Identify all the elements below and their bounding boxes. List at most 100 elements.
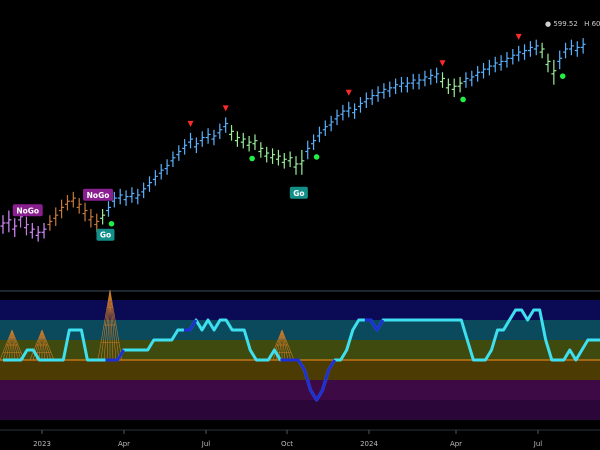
price-bar <box>322 120 328 136</box>
price-bar <box>129 187 135 203</box>
price-bar <box>70 191 76 208</box>
price-bar <box>463 72 469 88</box>
x-tick-label: Oct <box>281 440 293 448</box>
price-bar <box>141 182 147 199</box>
oscillator-band <box>0 380 600 400</box>
price-bar <box>270 148 276 164</box>
orange-pattern <box>269 329 295 361</box>
oscillator-band <box>0 360 600 380</box>
oscillator-line-dark <box>364 318 385 332</box>
price-bar <box>246 135 252 152</box>
x-tick-label: 2023 <box>33 440 51 448</box>
oscillator-panel <box>0 289 600 420</box>
nogo-badge: NoGo <box>12 204 43 217</box>
price-label-1: 599.52 <box>553 20 578 28</box>
price-bar <box>580 38 586 54</box>
oscillator-line-dark <box>183 319 198 332</box>
price-bar <box>193 137 199 154</box>
price-bar <box>486 59 492 76</box>
price-bar <box>557 50 563 70</box>
price-bar <box>199 131 205 147</box>
price-bar <box>340 104 346 121</box>
price-bar <box>147 176 152 192</box>
price-bar <box>305 140 311 160</box>
price-bar <box>369 89 375 105</box>
price-bar <box>12 218 18 237</box>
price-bar <box>264 146 270 163</box>
price-bar <box>35 226 41 242</box>
price-bar <box>223 117 229 133</box>
x-tick-label: 2024 <box>360 440 378 448</box>
price-bar <box>551 59 557 85</box>
readout-dot-icon: ● <box>545 20 552 28</box>
red-triangle-marker <box>222 105 229 112</box>
go-badge-text: Go <box>100 231 111 240</box>
price-label-2: 600.8 <box>591 20 600 28</box>
price-bar <box>428 69 434 85</box>
price-bar <box>434 67 440 84</box>
price-bar <box>240 132 246 149</box>
price-bar <box>527 41 533 57</box>
price-bar <box>568 39 574 56</box>
price-bar <box>0 215 6 234</box>
price-bar <box>100 208 106 225</box>
price-bar <box>481 62 487 79</box>
price-bar <box>510 48 516 65</box>
price-bar <box>287 151 293 168</box>
price-bar <box>498 55 504 71</box>
oscillator-band <box>0 320 600 340</box>
green-dot-marker <box>313 154 320 160</box>
price-bar <box>451 78 457 98</box>
price-bar <box>334 109 340 126</box>
price-bar <box>410 73 416 90</box>
x-axis: 2023 Apr Jul Oct 2024 Apr Jul <box>0 429 600 448</box>
price-bar <box>105 201 111 217</box>
price-bar <box>381 83 387 99</box>
oscillator-band <box>0 340 600 360</box>
price-bar <box>457 76 463 93</box>
orange-pattern <box>97 289 123 361</box>
x-tick-label: Jul <box>533 440 543 448</box>
price-bar <box>504 52 510 68</box>
price-bar <box>82 202 88 222</box>
price-bar <box>545 53 551 73</box>
red-triangle-marker <box>439 60 446 67</box>
price-bar <box>152 170 158 186</box>
price-bar <box>275 149 281 166</box>
green-dot-marker <box>559 73 566 79</box>
price-bar <box>469 70 475 87</box>
price-bar <box>117 188 123 205</box>
price-bar <box>88 208 94 228</box>
green-dot-marker <box>249 155 255 162</box>
go-badge: Go <box>96 228 115 241</box>
price-bar <box>164 159 170 175</box>
price-bar <box>76 198 82 214</box>
price-bar <box>346 101 352 118</box>
price-bar <box>23 216 29 236</box>
price-bar <box>393 78 399 95</box>
price-bar <box>375 86 381 102</box>
orange-pattern <box>0 329 25 361</box>
price-bar <box>158 163 164 180</box>
go-badge-text: Go <box>293 189 304 198</box>
price-bar <box>59 199 65 219</box>
price-bar <box>182 139 188 155</box>
price-bar <box>217 123 223 140</box>
readout-h-icon: H <box>584 20 590 28</box>
price-bar <box>416 73 422 90</box>
price-bar <box>64 194 70 211</box>
go-badge: Go <box>289 186 308 199</box>
price-bar <box>299 149 305 175</box>
price-bar <box>492 56 498 73</box>
price-bar <box>293 156 299 175</box>
price-bar <box>398 76 404 93</box>
price-bar <box>522 44 528 60</box>
price-bar <box>135 188 141 205</box>
price-bar <box>29 222 35 239</box>
x-tick-label: Apr <box>118 440 130 448</box>
price-bar <box>311 134 317 150</box>
oscillator-line-dark <box>280 358 336 402</box>
oscillator-band <box>0 300 600 320</box>
price-bar <box>111 191 117 208</box>
